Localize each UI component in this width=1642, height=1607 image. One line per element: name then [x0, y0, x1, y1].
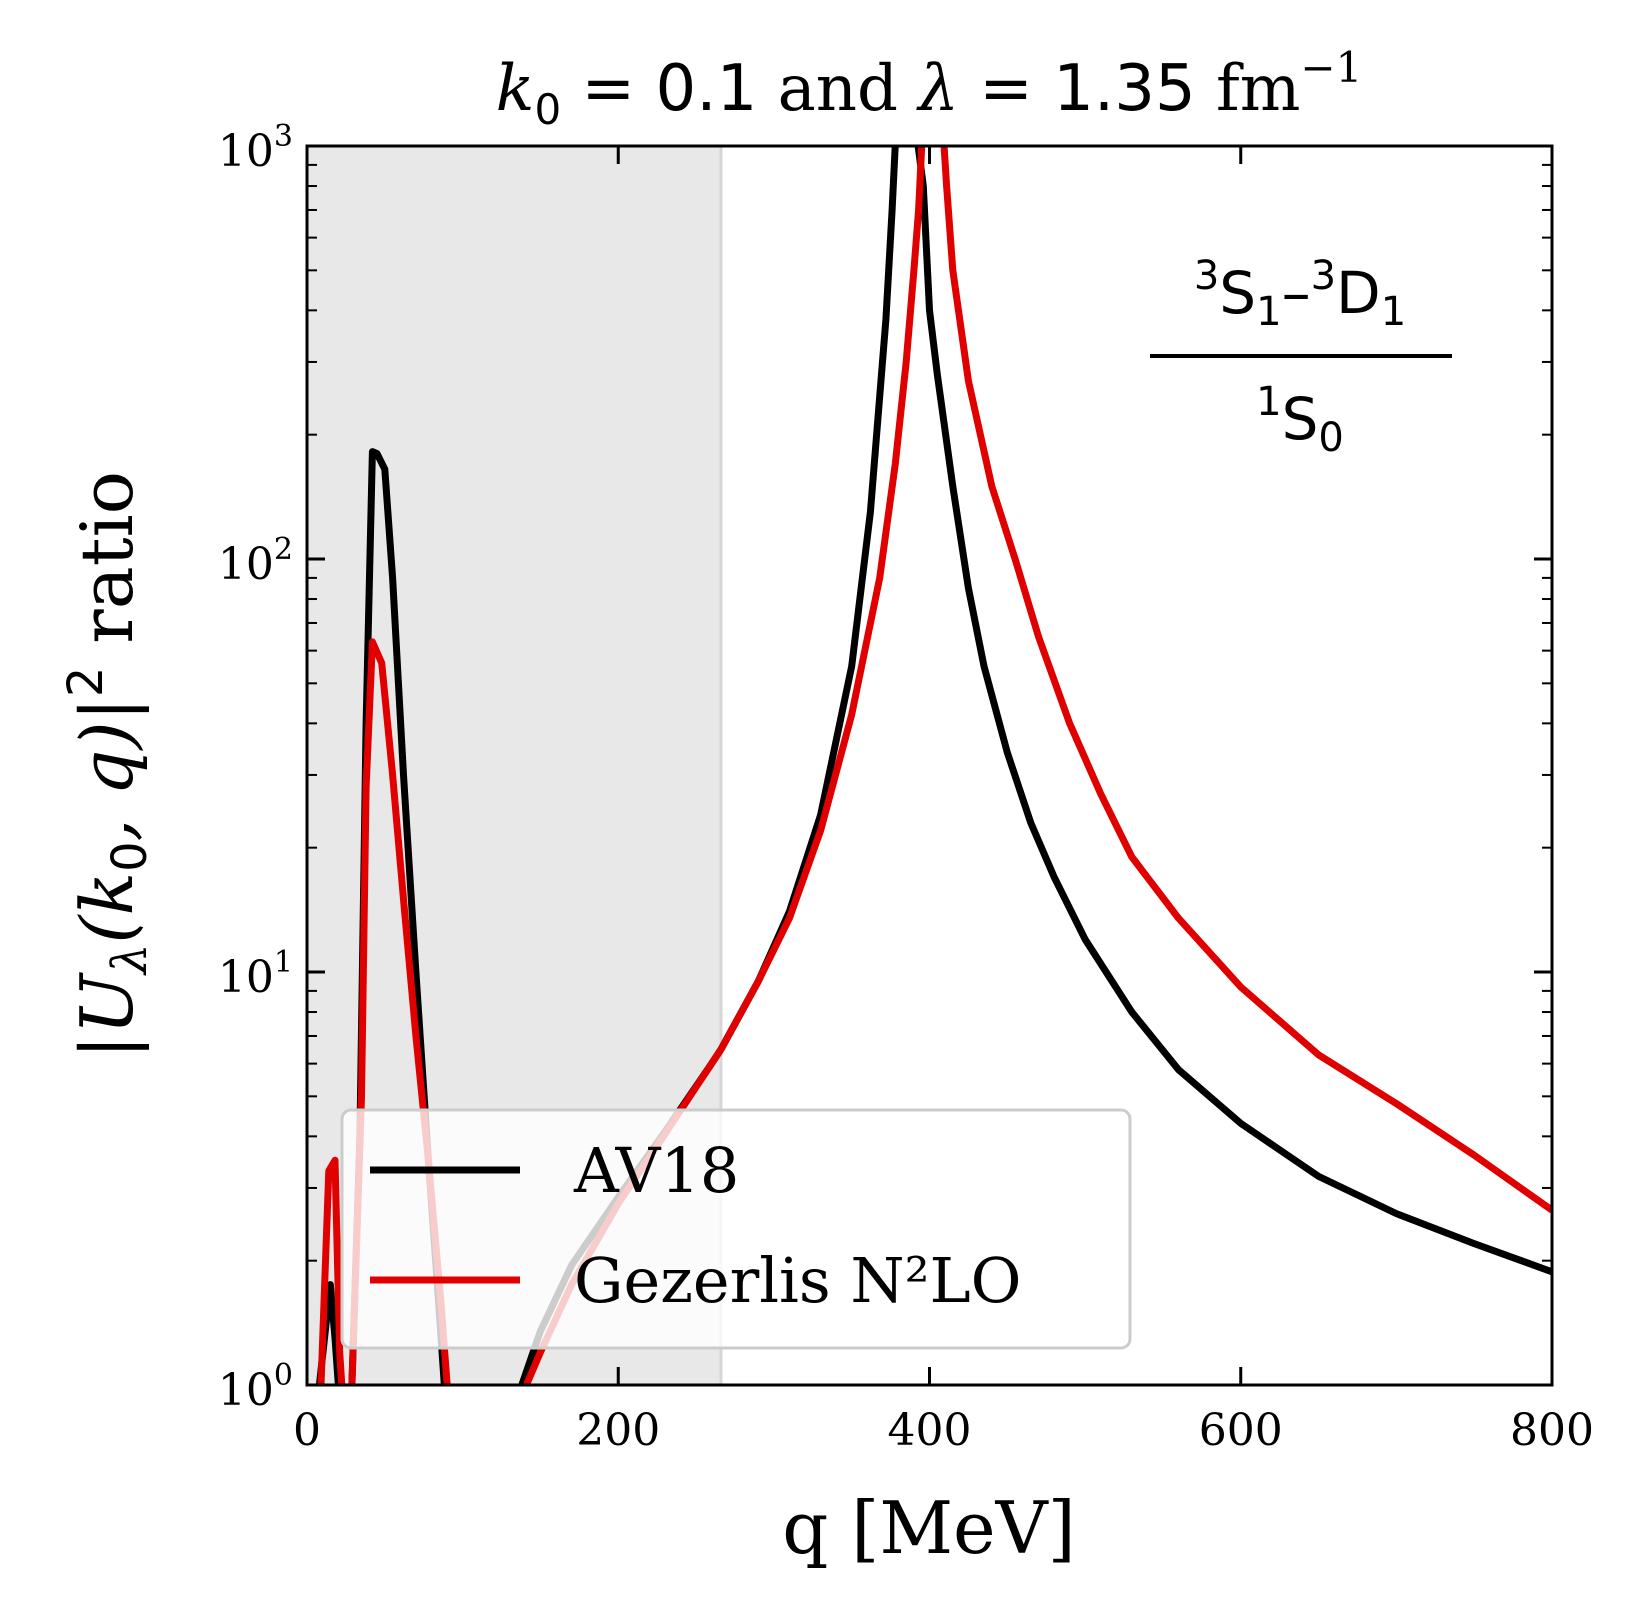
y-axis-label: |Uλ(k0, q)|2 ratio — [58, 471, 158, 1059]
annotation-numerator: 3S1–3D1 — [1194, 253, 1406, 335]
legend: AV18 Gezerlis N²LO — [340, 1108, 1132, 1350]
y-tick-label: 103 — [218, 119, 293, 177]
x-tick-label: 200 — [576, 1405, 660, 1456]
y-tick-label: 100 — [218, 1358, 293, 1416]
y-tick-label: 102 — [218, 532, 293, 590]
y-tick-label: 101 — [218, 945, 293, 1003]
axes-frame — [305, 144, 1554, 1387]
x-axis-label: q [MeV] — [782, 1486, 1075, 1570]
x-tick-label: 400 — [888, 1405, 972, 1456]
x-tick-label: 600 — [1199, 1405, 1283, 1456]
annotation-denominator: 1S0 — [1256, 379, 1344, 461]
x-tick-label: 800 — [1510, 1405, 1594, 1456]
x-tick-label: 0 — [293, 1405, 321, 1456]
series-line-gezerlis — [317, 146, 1552, 1385]
chart-title: k0 = 0.1 and λ = 1.35 fm−1 — [496, 43, 1363, 134]
legend-label-gezerlis: Gezerlis N²LO — [574, 1244, 1022, 1317]
legend-box — [340, 1108, 1132, 1350]
legend-label-av18: AV18 — [573, 1134, 739, 1207]
channel-annotation: 3S1–3D1 1S0 — [1150, 253, 1452, 461]
